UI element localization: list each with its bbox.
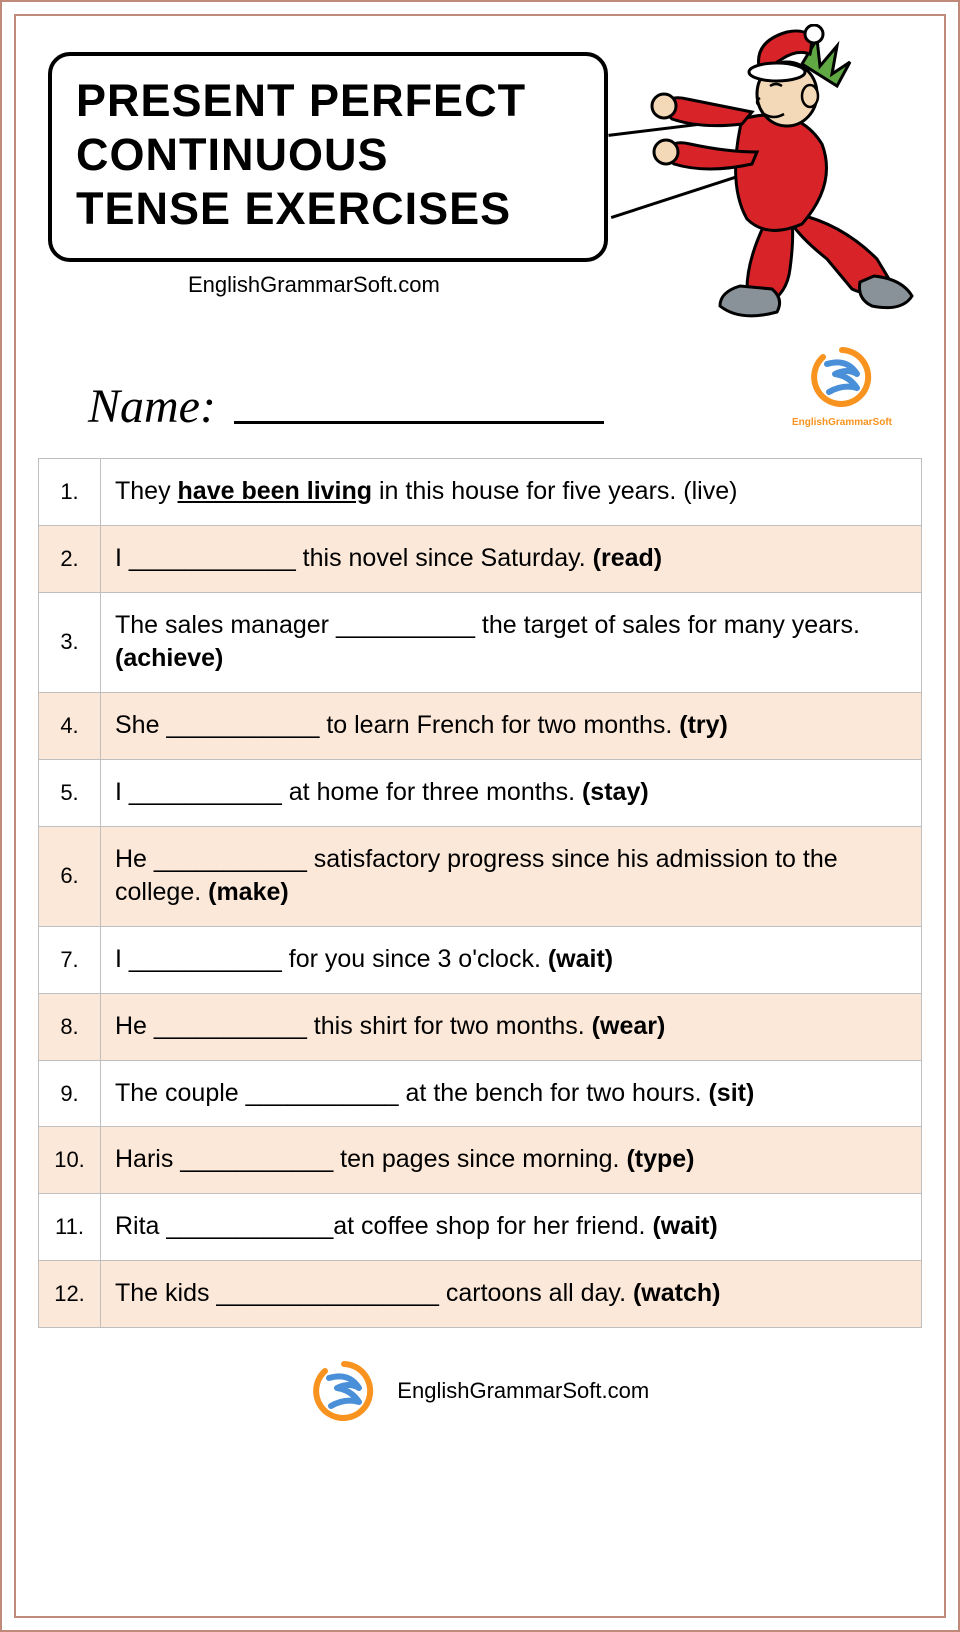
row-number: 11.: [39, 1194, 101, 1261]
logo-icon: [809, 344, 875, 410]
row-number: 9.: [39, 1060, 101, 1127]
worksheet-page: PRESENT PERFECT CONTINUOUS TENSE EXERCIS…: [0, 0, 960, 1632]
exercise-sentence[interactable]: The sales manager __________ the target …: [101, 592, 922, 693]
row-number: 1.: [39, 459, 101, 526]
row-number: 6.: [39, 826, 101, 927]
exercise-sentence[interactable]: I ____________ this novel since Saturday…: [101, 525, 922, 592]
table-row: 2.I ____________ this novel since Saturd…: [39, 525, 922, 592]
title-line-2: CONTINUOUS: [76, 129, 389, 180]
inner-frame: PRESENT PERFECT CONTINUOUS TENSE EXERCIS…: [14, 14, 946, 1618]
exercise-sentence[interactable]: Rita ____________at coffee shop for her …: [101, 1194, 922, 1261]
exercise-sentence[interactable]: I ___________ at home for three months. …: [101, 759, 922, 826]
table-row: 5.I ___________ at home for three months…: [39, 759, 922, 826]
logo-icon: [311, 1358, 377, 1424]
table-row: 8.He ___________ this shirt for two mont…: [39, 993, 922, 1060]
row-number: 4.: [39, 693, 101, 760]
table-row: 9.The couple ___________ at the bench fo…: [39, 1060, 922, 1127]
row-number: 8.: [39, 993, 101, 1060]
exercise-sentence[interactable]: He ___________ this shirt for two months…: [101, 993, 922, 1060]
title-line-3: TENSE EXERCISES: [76, 183, 511, 234]
row-number: 10.: [39, 1127, 101, 1194]
table-row: 12.The kids ________________ cartoons al…: [39, 1260, 922, 1327]
table-row: 1.They have been living in this house fo…: [39, 459, 922, 526]
brand-logo-small: EnglishGrammarSoft: [792, 344, 892, 428]
row-number: 7.: [39, 927, 101, 994]
row-number: 2.: [39, 525, 101, 592]
exercise-sentence[interactable]: He ___________ satisfactory progress sin…: [101, 826, 922, 927]
pulling-character-icon: [592, 24, 932, 324]
table-row: 4.She ___________ to learn French for tw…: [39, 693, 922, 760]
table-row: 3.The sales manager __________ the targe…: [39, 592, 922, 693]
logo-brand-text: EnglishGrammarSoft: [792, 417, 892, 428]
row-number: 12.: [39, 1260, 101, 1327]
name-input-line[interactable]: [234, 421, 604, 424]
exercise-sentence[interactable]: The couple ___________ at the bench for …: [101, 1060, 922, 1127]
website-label-footer: EnglishGrammarSoft.com: [397, 1378, 649, 1404]
table-row: 7.I ___________ for you since 3 o'clock.…: [39, 927, 922, 994]
header-area: PRESENT PERFECT CONTINUOUS TENSE EXERCIS…: [38, 44, 922, 334]
row-number: 3.: [39, 592, 101, 693]
exercise-sentence[interactable]: They have been living in this house for …: [101, 459, 922, 526]
page-title: PRESENT PERFECT CONTINUOUS TENSE EXERCIS…: [76, 74, 580, 236]
title-line-1: PRESENT PERFECT: [76, 75, 526, 126]
exercise-sentence[interactable]: I ___________ for you since 3 o'clock. (…: [101, 927, 922, 994]
table-row: 11.Rita ____________at coffee shop for h…: [39, 1194, 922, 1261]
footer: EnglishGrammarSoft.com: [38, 1358, 922, 1424]
exercise-sentence[interactable]: Haris ___________ ten pages since mornin…: [101, 1127, 922, 1194]
table-row: 10.Haris ___________ ten pages since mor…: [39, 1127, 922, 1194]
name-label: Name:: [88, 379, 216, 434]
exercise-sentence[interactable]: She ___________ to learn French for two …: [101, 693, 922, 760]
exercise-sentence[interactable]: The kids ________________ cartoons all d…: [101, 1260, 922, 1327]
title-box: PRESENT PERFECT CONTINUOUS TENSE EXERCIS…: [48, 52, 608, 262]
table-row: 6.He ___________ satisfactory progress s…: [39, 826, 922, 927]
row-number: 5.: [39, 759, 101, 826]
exercise-table: 1.They have been living in this house fo…: [38, 458, 922, 1328]
website-label-top: EnglishGrammarSoft.com: [188, 272, 440, 298]
name-row: Name: EnglishGrammarSoft: [38, 364, 922, 434]
